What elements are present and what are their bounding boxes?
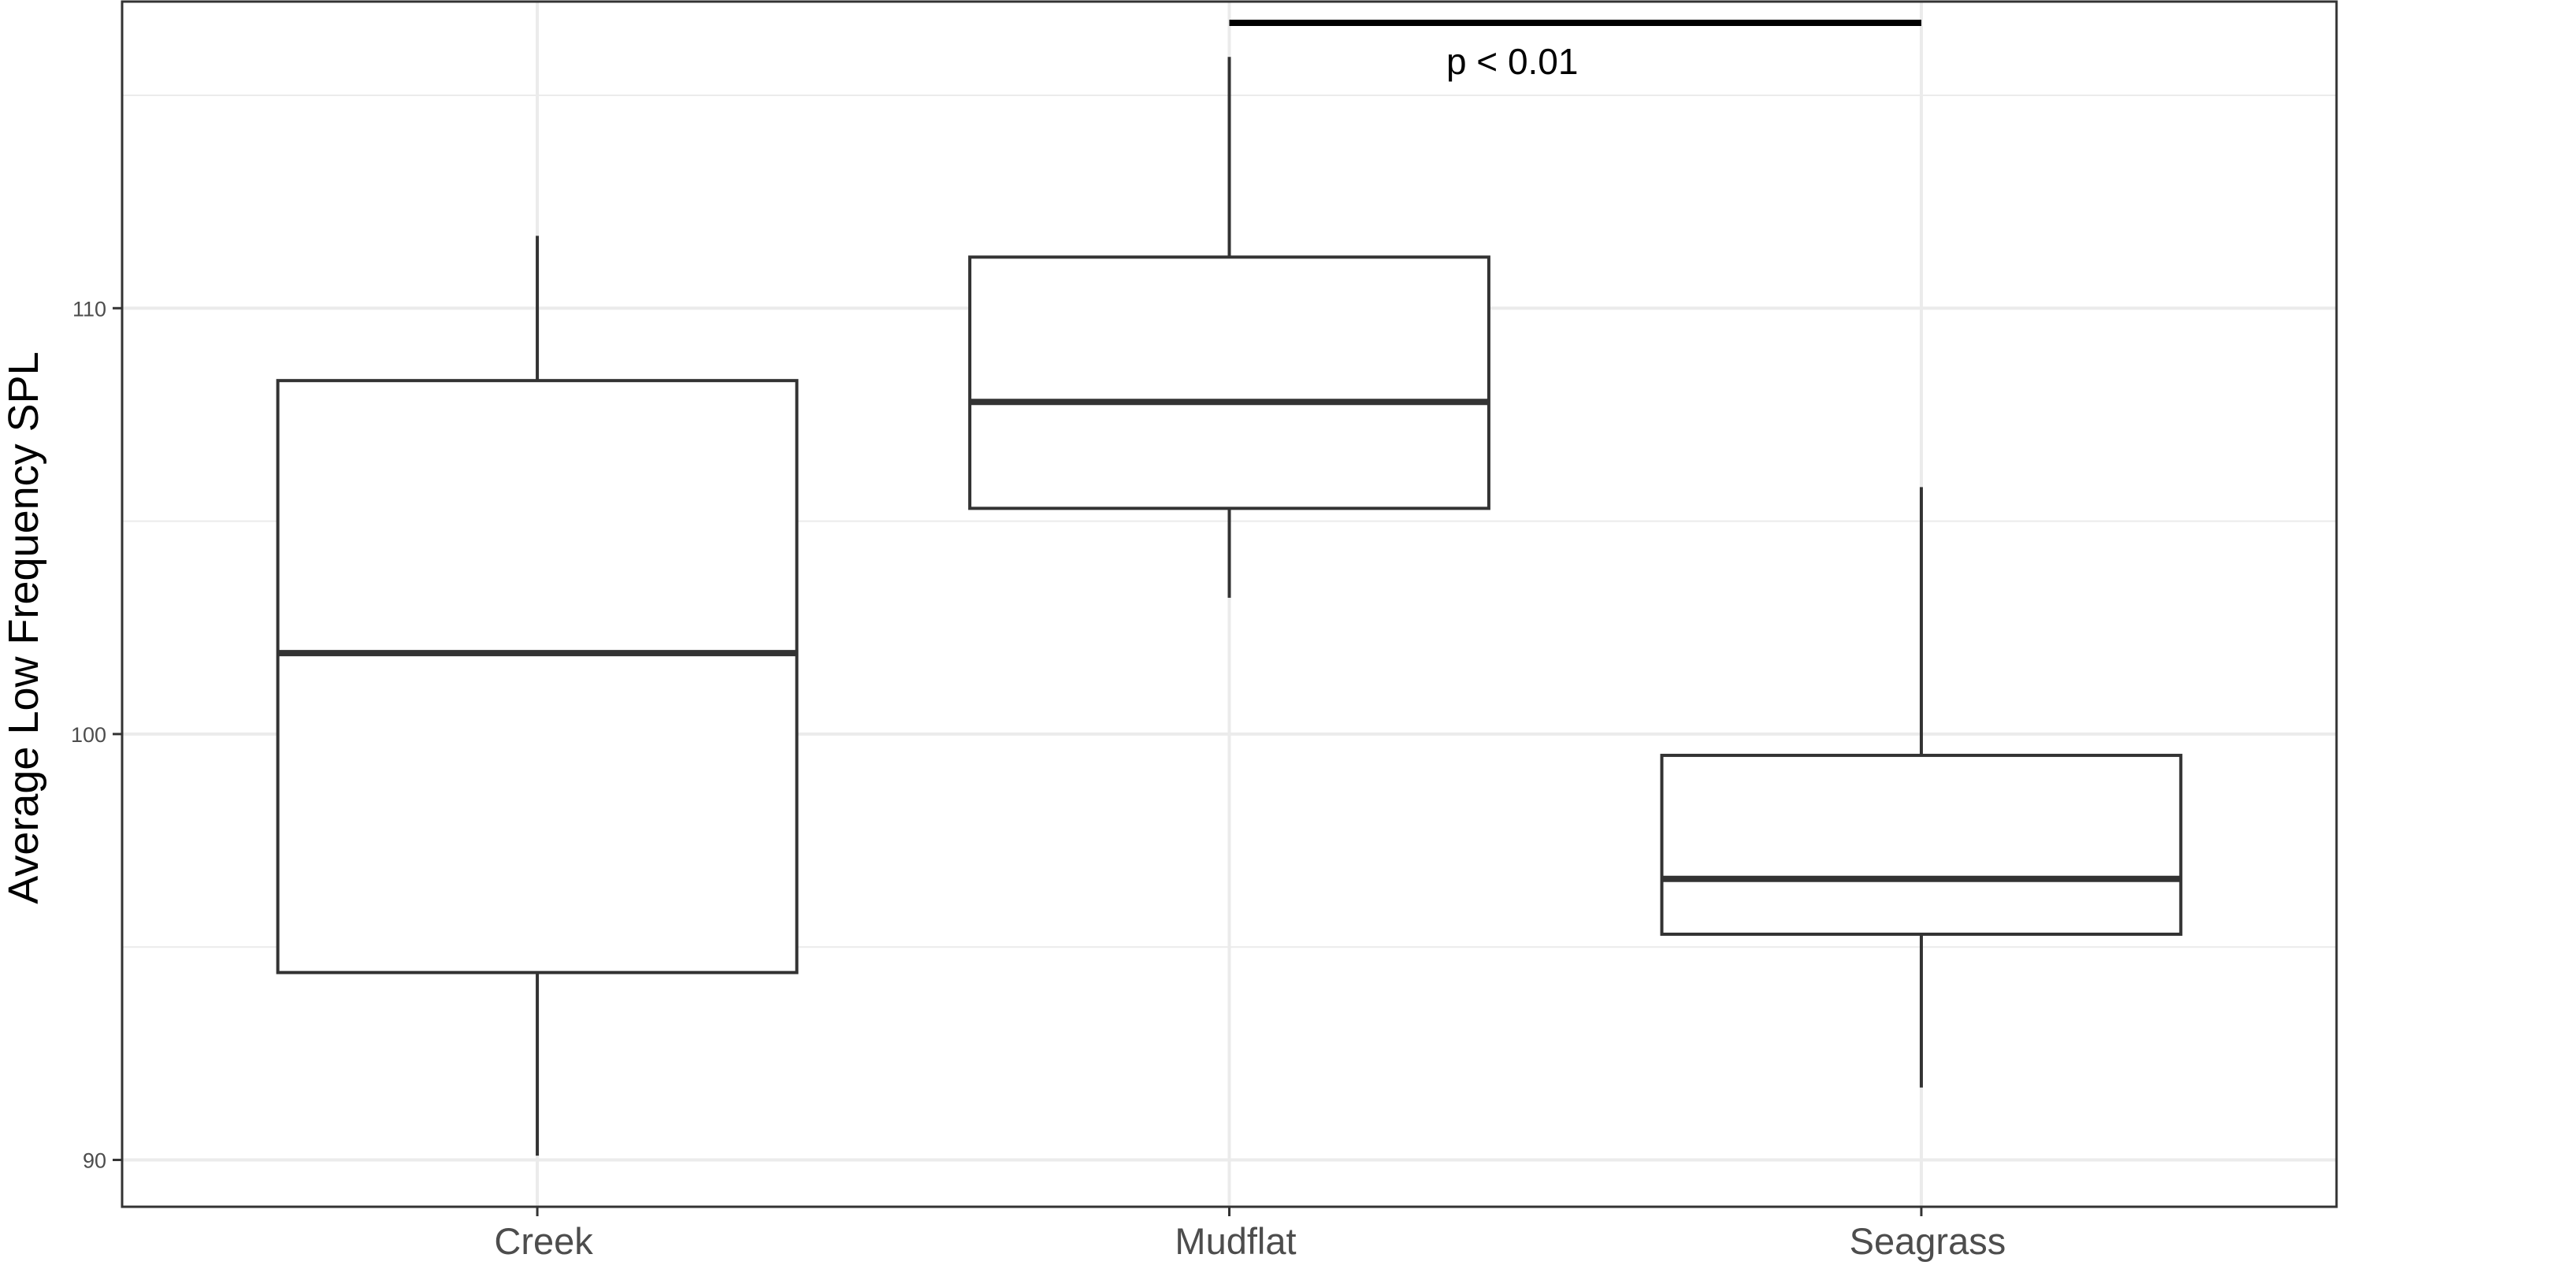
- x-tick-label: Seagrass: [1850, 1220, 2006, 1262]
- y-axis-label: Average Low Frequency SPL: [0, 351, 47, 904]
- y-tick-label: 90: [83, 1149, 106, 1173]
- x-tick-label: Creek: [494, 1220, 593, 1262]
- box-mudflat: [968, 57, 1490, 598]
- significance-label: p < 0.01: [1446, 41, 1579, 82]
- box-iqr: [968, 255, 1490, 510]
- box-iqr: [276, 379, 799, 974]
- significance-annotation: p < 0.01: [1229, 20, 1921, 82]
- x-tick-label: Mudflat: [1175, 1220, 1296, 1262]
- box-creek: [276, 236, 799, 1156]
- y-tick-label: 100: [71, 723, 106, 747]
- box-seagrass: [1660, 487, 2183, 1088]
- box-series: [276, 57, 2183, 1156]
- y-tick-label: 110: [72, 297, 106, 321]
- axes: 90 100 110 Creek Mudflat Seagrass: [71, 297, 2006, 1262]
- box-iqr: [1660, 753, 2183, 936]
